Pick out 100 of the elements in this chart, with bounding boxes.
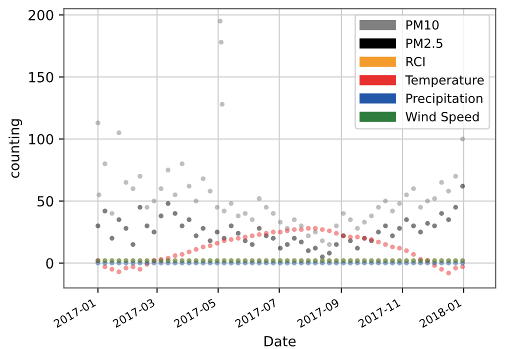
point — [320, 238, 325, 244]
point — [418, 204, 423, 210]
point — [222, 208, 227, 214]
y-tick-label: 200 — [28, 10, 54, 20]
y-axis-title: counting — [8, 119, 22, 178]
point — [425, 220, 430, 226]
point — [130, 186, 136, 192]
point — [418, 230, 423, 234]
point — [96, 120, 100, 126]
point — [340, 211, 346, 216]
point — [158, 214, 164, 218]
legend-label: Temperature — [405, 75, 484, 88]
point — [242, 234, 248, 240]
point — [228, 237, 234, 242]
point — [214, 240, 220, 246]
point — [256, 232, 262, 237]
point — [270, 230, 276, 234]
point — [166, 168, 170, 172]
point — [355, 234, 360, 240]
point — [326, 228, 332, 234]
point — [312, 246, 318, 251]
point — [138, 174, 142, 179]
point — [460, 184, 466, 189]
point — [180, 223, 184, 228]
point — [110, 236, 114, 241]
point — [264, 204, 269, 210]
point — [96, 223, 100, 228]
point — [250, 217, 255, 222]
point — [194, 233, 199, 238]
point — [222, 238, 227, 244]
point — [124, 226, 128, 231]
point — [292, 227, 297, 232]
point — [228, 201, 234, 206]
legend-label: Wind Speed — [406, 112, 479, 124]
point — [453, 266, 458, 270]
point — [200, 244, 206, 250]
point — [180, 161, 184, 166]
point — [404, 192, 409, 198]
point — [404, 217, 409, 222]
legend-label: PM10 — [406, 20, 439, 30]
point — [242, 211, 248, 216]
point — [144, 204, 150, 210]
point — [96, 192, 102, 198]
point — [320, 227, 325, 232]
point — [186, 184, 192, 189]
point — [376, 204, 381, 210]
point — [432, 223, 437, 228]
point — [376, 240, 381, 244]
point — [446, 270, 451, 276]
point — [284, 228, 290, 234]
point — [172, 211, 178, 216]
point — [292, 217, 297, 222]
point — [228, 223, 234, 228]
point — [130, 242, 136, 247]
point — [278, 220, 283, 225]
point — [236, 214, 241, 218]
point — [390, 208, 395, 214]
point — [355, 226, 360, 231]
point — [236, 236, 241, 241]
point — [326, 242, 332, 247]
point — [334, 242, 339, 247]
point — [411, 223, 416, 228]
point — [284, 242, 290, 247]
point — [152, 198, 156, 204]
point — [369, 214, 374, 218]
point — [453, 174, 458, 179]
point — [411, 186, 416, 192]
point — [144, 223, 150, 228]
point — [397, 246, 402, 251]
point — [278, 246, 283, 251]
x-axis-title: Date — [264, 336, 296, 346]
point — [270, 211, 276, 216]
point — [306, 233, 311, 238]
point — [256, 226, 262, 231]
point — [397, 226, 402, 231]
point — [411, 252, 416, 257]
point — [152, 230, 156, 234]
point — [334, 223, 339, 228]
point — [348, 217, 353, 222]
point — [124, 266, 128, 270]
point — [166, 201, 170, 206]
point — [326, 250, 332, 256]
point — [208, 243, 213, 248]
point — [214, 230, 220, 234]
point — [236, 230, 241, 236]
point — [460, 136, 466, 142]
point — [397, 201, 402, 206]
point — [200, 176, 206, 182]
point — [110, 266, 114, 272]
point — [172, 192, 178, 198]
point — [218, 40, 224, 45]
point — [116, 269, 122, 274]
point — [186, 250, 192, 254]
point — [446, 217, 451, 222]
legend-label: Precipitation — [406, 93, 482, 106]
point — [298, 240, 304, 244]
point — [102, 208, 108, 214]
point — [208, 238, 213, 244]
point — [102, 161, 108, 166]
point — [390, 233, 395, 238]
